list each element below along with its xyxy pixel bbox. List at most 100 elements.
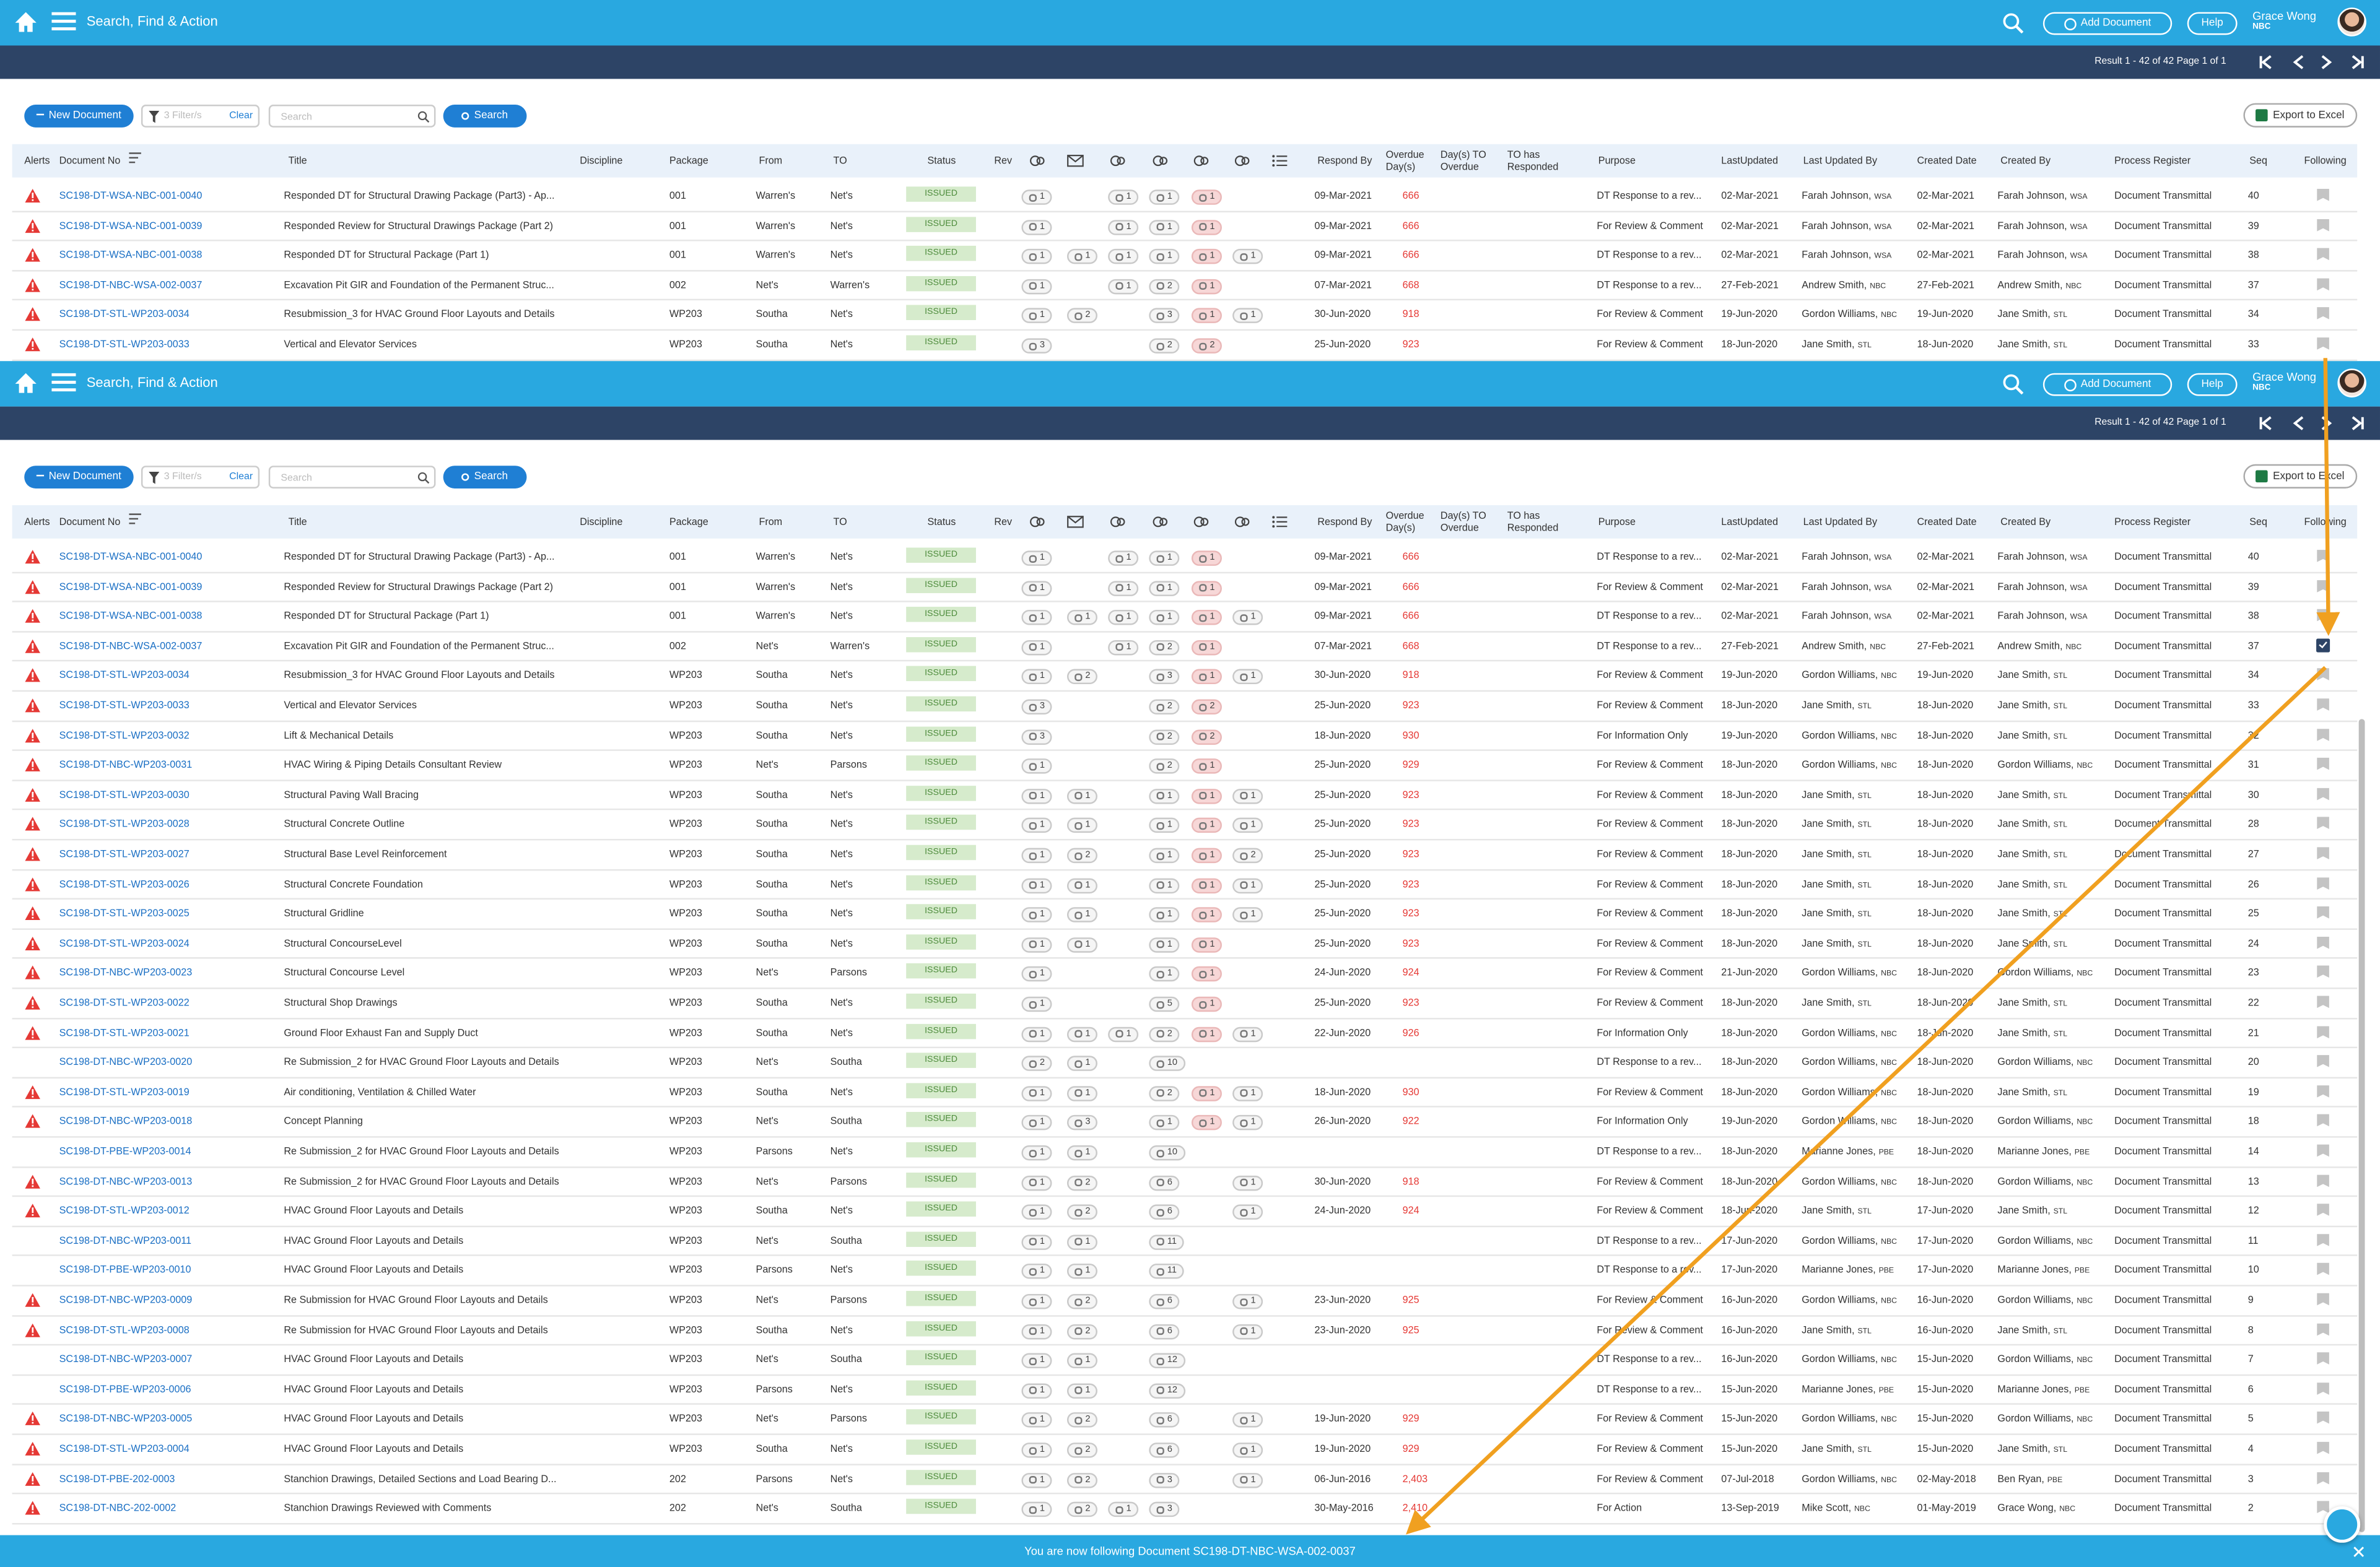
count-pill[interactable]: 3 xyxy=(1021,729,1053,745)
count-pill[interactable]: 1 xyxy=(1066,1085,1098,1101)
following-checked[interactable] xyxy=(2316,638,2330,653)
column-header[interactable]: Created By xyxy=(2000,517,2051,528)
count-pill[interactable]: 6 xyxy=(1149,1204,1180,1220)
count-pill[interactable]: 2 xyxy=(1066,1443,1098,1458)
count-pill[interactable]: 1 xyxy=(1191,848,1223,864)
count-pill[interactable]: 2 xyxy=(1149,1085,1180,1101)
count-pill[interactable]: 10 xyxy=(1149,1056,1185,1072)
count-pill[interactable]: 2 xyxy=(1066,1293,1098,1309)
column-header[interactable]: Title xyxy=(288,517,307,528)
count-pill[interactable]: 1 xyxy=(1149,937,1180,953)
following-toggle[interactable] xyxy=(2316,248,2330,263)
column-header[interactable]: Purpose xyxy=(1598,156,1636,167)
document-no[interactable]: SC198-DT-STL-WP203-0004 xyxy=(59,1444,190,1455)
column-header[interactable]: Package xyxy=(669,517,708,528)
following-toggle[interactable] xyxy=(2316,787,2330,802)
count-pill[interactable]: 2 xyxy=(1149,1026,1180,1042)
count-pill[interactable]: 1 xyxy=(1232,907,1263,923)
following-toggle[interactable] xyxy=(2316,1084,2330,1100)
count-pill[interactable]: 1 xyxy=(1108,189,1140,205)
count-pill[interactable]: 3 xyxy=(1149,669,1180,685)
avatar[interactable] xyxy=(2337,7,2366,37)
count-pill[interactable]: 1 xyxy=(1021,219,1053,235)
column-header[interactable]: From xyxy=(759,517,783,528)
count-pill[interactable]: 1 xyxy=(1021,966,1053,983)
count-pill[interactable]: 1 xyxy=(1232,249,1263,264)
count-pill[interactable]: 1 xyxy=(1232,1323,1263,1339)
new-document-button[interactable]: New Document xyxy=(24,466,134,488)
help-button[interactable]: Help xyxy=(2187,12,2238,35)
document-no[interactable]: SC198-DT-STL-WP203-0019 xyxy=(59,1087,190,1098)
search-input[interactable]: Search xyxy=(268,105,436,128)
following-toggle[interactable] xyxy=(2316,277,2330,293)
count-pill[interactable]: 1 xyxy=(1108,640,1140,655)
count-pill[interactable]: 1 xyxy=(1232,877,1263,893)
count-pill[interactable]: 1 xyxy=(1021,1234,1053,1250)
count-pill[interactable]: 1 xyxy=(1232,818,1263,834)
document-no[interactable]: SC198-DT-WSA-NBC-001-0039 xyxy=(59,581,203,593)
column-header[interactable]: Seq xyxy=(2249,517,2267,528)
count-pill[interactable]: 1 xyxy=(1021,996,1053,1012)
count-pill[interactable]: 1 xyxy=(1232,1204,1263,1220)
following-toggle[interactable] xyxy=(2316,1025,2330,1040)
filter-box[interactable]: 3 Filter/s Clear xyxy=(141,105,260,128)
search-icon[interactable] xyxy=(2002,373,2024,395)
count-pill[interactable]: 1 xyxy=(1066,818,1098,834)
count-pill[interactable]: 1 xyxy=(1232,1115,1263,1131)
count-pill[interactable]: 1 xyxy=(1021,818,1053,834)
home-icon[interactable] xyxy=(14,11,38,33)
column-header[interactable]: LastUpdated xyxy=(1721,156,1778,167)
document-no[interactable]: SC198-DT-STL-WP203-0033 xyxy=(59,339,190,350)
count-pill[interactable]: 2 xyxy=(1066,1323,1098,1339)
document-no[interactable]: SC198-DT-STL-WP203-0026 xyxy=(59,879,190,890)
count-pill[interactable]: 1 xyxy=(1108,1502,1140,1517)
document-no[interactable]: SC198-DT-NBC-202-0002 xyxy=(59,1503,177,1514)
column-header[interactable]: TO xyxy=(833,517,847,528)
following-toggle[interactable] xyxy=(2316,1352,2330,1368)
document-no[interactable]: SC198-DT-PBE-WP203-0010 xyxy=(59,1265,191,1277)
count-pill[interactable]: 1 xyxy=(1021,1264,1053,1280)
column-header[interactable]: Rev xyxy=(994,156,1013,167)
document-no[interactable]: SC198-DT-WSA-NBC-001-0040 xyxy=(59,552,203,563)
count-pill[interactable]: 5 xyxy=(1149,996,1180,1012)
count-pill[interactable]: 1 xyxy=(1232,1293,1263,1309)
document-no[interactable]: SC198-DT-STL-WP203-0024 xyxy=(59,939,190,950)
count-pill[interactable]: 1 xyxy=(1021,279,1053,294)
count-pill[interactable]: 1 xyxy=(1108,550,1140,566)
count-pill[interactable]: 1 xyxy=(1149,788,1180,804)
search-button[interactable]: Search xyxy=(443,105,527,128)
document-no[interactable]: SC198-DT-STL-WP203-0012 xyxy=(59,1206,190,1217)
document-no[interactable]: SC198-DT-NBC-WP203-0009 xyxy=(59,1295,193,1306)
following-toggle[interactable] xyxy=(2316,1144,2330,1159)
count-pill[interactable]: 1 xyxy=(1066,907,1098,923)
following-toggle[interactable] xyxy=(2316,846,2330,862)
count-pill[interactable]: 1 xyxy=(1149,219,1180,235)
pager-next[interactable] xyxy=(2319,415,2335,431)
count-pill[interactable]: 1 xyxy=(1191,907,1223,923)
count-pill[interactable]: 1 xyxy=(1021,1145,1053,1161)
count-pill[interactable]: 1 xyxy=(1021,1443,1053,1458)
count-pill[interactable]: 6 xyxy=(1149,1413,1180,1428)
following-toggle[interactable] xyxy=(2316,307,2330,323)
count-pill[interactable]: 1 xyxy=(1191,877,1223,893)
count-pill[interactable]: 2 xyxy=(1232,848,1263,864)
count-pill[interactable]: 1 xyxy=(1021,580,1053,596)
count-pill[interactable]: 1 xyxy=(1066,610,1098,625)
sort-icon[interactable] xyxy=(129,152,141,164)
count-pill[interactable]: 3 xyxy=(1021,699,1053,715)
count-pill[interactable]: 1 xyxy=(1021,1026,1053,1042)
following-toggle[interactable] xyxy=(2316,698,2330,713)
following-toggle[interactable] xyxy=(2316,218,2330,233)
document-no[interactable]: SC198-DT-PBE-WP203-0006 xyxy=(59,1384,191,1396)
count-pill[interactable]: 1 xyxy=(1149,966,1180,983)
pager-prev[interactable] xyxy=(2290,54,2306,70)
count-pill[interactable]: 1 xyxy=(1191,1115,1223,1131)
count-pill[interactable]: 1 xyxy=(1232,610,1263,625)
count-pill[interactable]: 1 xyxy=(1191,788,1223,804)
following-toggle[interactable] xyxy=(2316,1412,2330,1427)
count-pill[interactable]: 1 xyxy=(1108,610,1140,625)
document-no[interactable]: SC198-DT-WSA-NBC-001-0038 xyxy=(59,250,203,261)
count-pill[interactable]: 1 xyxy=(1021,189,1053,205)
following-toggle[interactable] xyxy=(2316,337,2330,352)
count-pill[interactable]: 1 xyxy=(1021,1383,1053,1399)
